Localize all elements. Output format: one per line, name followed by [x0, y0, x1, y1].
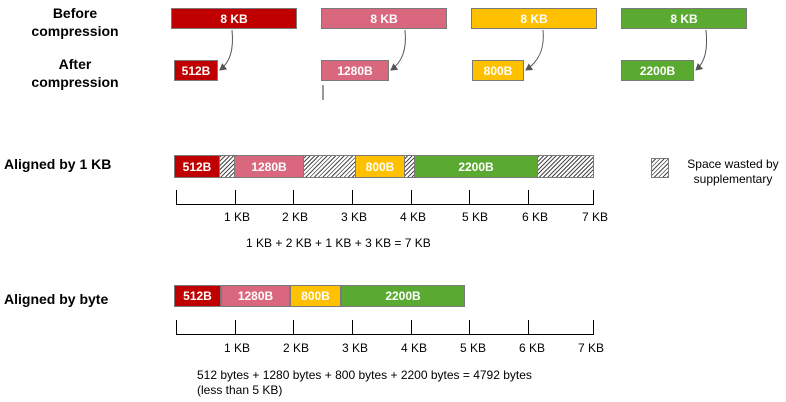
axis-1-tick: [352, 190, 353, 205]
axis-1-tick-label: 6 KB: [521, 210, 549, 224]
after-compression-label: After compression: [31, 56, 119, 90]
axis-1-tick: [469, 190, 470, 205]
before-block-3: 8 KB: [471, 8, 597, 29]
axis-1-tick: [293, 190, 294, 205]
aligned-byte-segment-2: 1280B: [221, 285, 290, 307]
aligned-kb-segment-1: 512B: [174, 155, 220, 178]
before-block-1: 8 KB: [171, 8, 297, 29]
after-block-1: 512B: [174, 60, 218, 81]
axis-2-tick: [411, 320, 412, 335]
after-block-3: 800B: [472, 60, 524, 81]
axis-2-tick-label: 3 KB: [341, 341, 369, 355]
axis-1-tick-label: 2 KB: [281, 210, 309, 224]
axis-2-tick: [293, 320, 294, 335]
axis-2-tick: [593, 320, 594, 335]
axis-1-tick-label: 4 KB: [399, 210, 427, 224]
legend-text: Space wasted by supplementary: [687, 157, 779, 186]
axis-1-tick: [411, 190, 412, 205]
axis-2-tick-label: 4 KB: [400, 341, 428, 355]
byte-total-note-line1: 512 bytes + 1280 bytes + 800 bytes + 220…: [197, 368, 532, 382]
arrow-1: [219, 29, 233, 71]
axis-1-tick-label: 5 KB: [461, 210, 489, 224]
axis-2-tick-label: 2 KB: [282, 341, 310, 355]
axis-1-tick-label: 3 KB: [340, 210, 368, 224]
aligned-by-kb-label: Aligned by 1 KB: [4, 156, 112, 172]
kb-total-note: 1 KB + 2 KB + 1 KB + 3 KB = 7 KB: [246, 236, 431, 250]
axis-2-tick-label: 7 KB: [577, 341, 605, 355]
axis-1-origin-tick: [176, 190, 177, 205]
axis-2-origin-tick: [176, 320, 177, 335]
byte-total-note-line2: (less than 5 KB): [197, 383, 283, 397]
before-block-2: 8 KB: [321, 8, 447, 29]
axis-2-tick: [528, 320, 529, 335]
aligned-byte-segment-1: 512B: [174, 285, 221, 307]
axis-2-tick-label: 5 KB: [459, 341, 487, 355]
arrow-2: [390, 29, 406, 71]
axis-1-tick: [593, 190, 594, 205]
after-block-4: 2200B: [621, 60, 694, 81]
before-block-4: 8 KB: [621, 8, 747, 29]
after-block-2: 1280B: [321, 60, 389, 81]
wasted-space-swatch: [651, 158, 669, 178]
axis-1-tick: [235, 190, 236, 205]
axis-1-tick: [528, 190, 529, 205]
before-compression-label: Before compression: [31, 5, 119, 39]
axis-2-line: [176, 334, 594, 335]
arrow-4: [695, 29, 708, 71]
axis-2-tick: [235, 320, 236, 335]
aligned-byte-segment-3: 800B: [290, 285, 341, 307]
arrow-3: [525, 29, 544, 71]
aligned-kb-segment-2: 1280B: [234, 155, 304, 178]
axis-1-tick-label: 7 KB: [581, 210, 609, 224]
aligned-kb-segment-3: 800B: [355, 155, 405, 178]
axis-2-tick: [469, 320, 470, 335]
aligned-byte-segment-4: 2200B: [341, 285, 465, 307]
axis-1-tick-label: 1 KB: [223, 210, 251, 224]
axis-1-line: [176, 204, 594, 205]
axis-2-tick: [352, 320, 353, 335]
axis-2-tick-label: 6 KB: [518, 341, 546, 355]
aligned-kb-segment-4: 2200B: [414, 155, 538, 178]
axis-2-tick-label: 1 KB: [223, 341, 251, 355]
aligned-by-byte-label: Aligned by byte: [4, 291, 109, 307]
